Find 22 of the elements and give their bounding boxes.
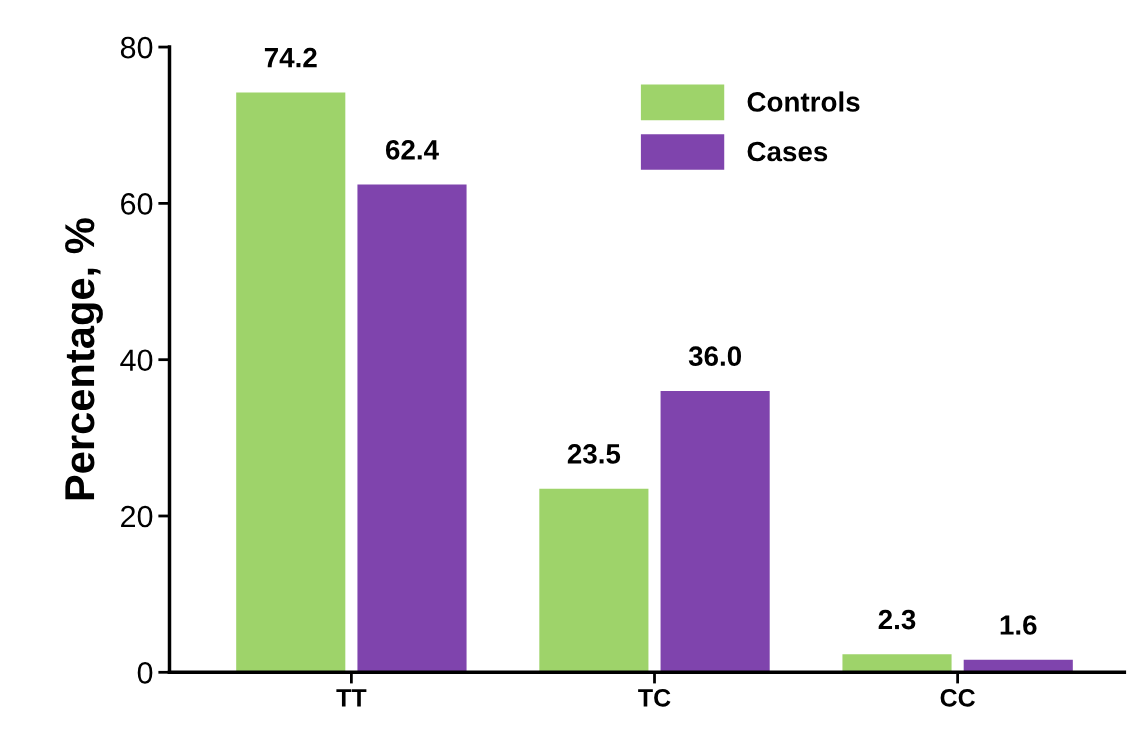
bar [842,654,952,673]
y-axis-title: Percentage, % [65,218,103,500]
legend-label: Cases [747,141,828,162]
y-tick-label: 0 [137,662,153,684]
bar [236,92,346,673]
data-label: 62.4 [385,140,439,160]
legend-label: Controls [747,91,860,112]
x-tick-label: TT [336,689,367,707]
x-tick-label: CC [940,688,975,707]
data-label: 2.3 [878,609,916,630]
data-label: 74.2 [264,47,317,68]
bar [660,390,770,673]
y-tick-label: 20 [121,505,153,528]
x-tick-label: TC [638,688,671,707]
bar [357,184,467,673]
data-label: 36.0 [688,346,742,367]
data-label: 23.5 [567,444,621,464]
y-tick-label: 60 [121,193,153,215]
y-tick-label: 40 [120,349,153,372]
data-label: 1.6 [1000,615,1037,635]
y-tick-label: 80 [120,36,153,59]
bar [539,488,649,673]
